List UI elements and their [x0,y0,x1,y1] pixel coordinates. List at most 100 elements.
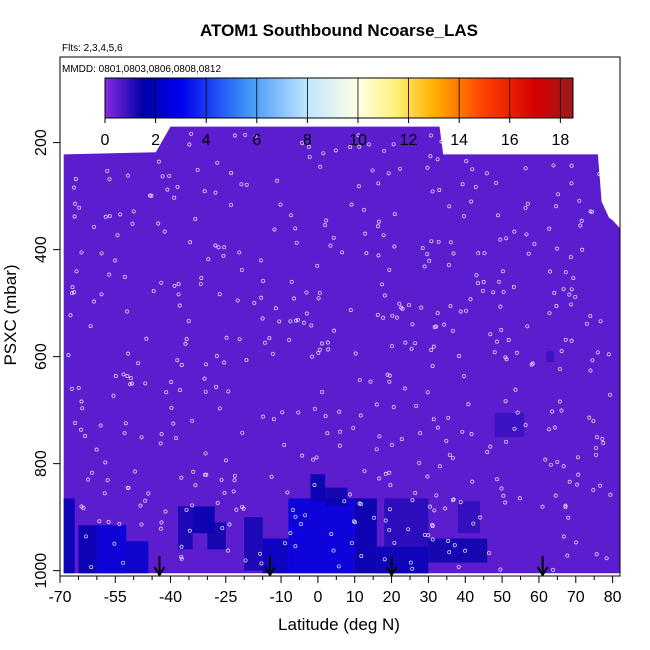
sample-point [158,526,163,531]
sample-point [217,292,222,297]
x-tick-label: -70 [48,589,71,606]
sample-point [146,491,151,496]
sample-point [214,354,219,358]
sample-point [382,148,387,153]
sample-point [219,477,224,482]
sample-point [523,423,528,428]
sample-point [444,438,449,443]
sample-point [81,506,86,510]
sample-point [501,493,506,498]
sample-point [529,362,534,367]
sample-point [299,522,303,527]
sample-point [587,415,592,420]
sample-point [287,337,292,342]
sample-point [604,556,609,561]
colorbar-tick-label: 16 [501,132,519,149]
sample-point [382,557,387,562]
sample-point [132,469,137,474]
sample-point [323,223,327,228]
sample-point [559,349,564,354]
sample-point [296,410,301,415]
chart-title: ATOM1 Southbound Ncoarse_LAS [200,21,478,40]
sample-point [597,172,602,176]
sample-point [482,251,487,256]
sample-point [410,566,415,571]
sample-point [105,168,110,173]
sample-point [462,374,466,379]
sample-point [430,524,435,529]
sample-point [261,414,265,419]
y-tick-label: 1000 [33,553,50,589]
sample-point [184,507,189,512]
sample-point [121,560,126,565]
heatmap-cell [494,412,525,437]
sample-point [600,436,605,441]
sample-point [442,322,447,327]
heatmap-cell [354,498,377,574]
axes: -70 -55 -40 -25 -10 0 10 20 30 40 50 60 70 8020040060… [33,129,622,606]
sample-point [179,544,184,549]
sample-point [555,459,560,464]
sample-point [199,276,204,280]
sample-point [72,214,77,219]
sample-point [90,470,94,475]
sample-point [309,323,314,328]
sample-point [269,474,274,479]
sample-point [553,493,558,498]
sample-point [282,442,287,447]
sample-point [294,318,298,323]
sample-point [417,460,422,465]
sample-point [608,392,613,397]
sample-point [517,496,522,501]
sample-point [559,408,564,413]
sample-point [198,281,203,286]
sample-point [543,457,548,462]
heatmap-cell [325,487,348,507]
sample-point [584,321,589,326]
sample-point [413,341,418,346]
sample-point [79,399,84,404]
sample-point [125,374,130,379]
sample-point [139,522,144,527]
sample-point [374,447,379,452]
sample-point [561,534,566,539]
sample-point [370,168,375,173]
sample-point [259,295,264,300]
sample-point [557,367,562,372]
sample-point [280,410,285,415]
sample-point [428,154,433,159]
sample-point [569,338,574,343]
sample-point [563,270,568,275]
sample-point [111,393,116,398]
sample-point [557,399,562,404]
x-tick-label: -10 [269,589,292,606]
sample-point [202,472,207,477]
sample-point [460,429,465,434]
sample-point [606,352,611,357]
sample-point [372,515,377,520]
sample-point [498,567,503,572]
sample-point [381,315,386,320]
sample-point [315,263,320,268]
sample-point [107,272,112,277]
sample-point [151,289,156,294]
sample-point [117,521,122,526]
sample-point [300,453,305,458]
sample-point [435,311,440,316]
sample-point [195,167,200,172]
colorbar-tick-label: 18 [551,132,569,149]
sample-point [159,280,164,285]
sample-point [447,204,452,209]
sample-point [224,335,229,340]
sample-point [380,282,384,287]
heatmap-cell [126,541,149,574]
sample-point [160,174,165,179]
sample-point [566,515,571,520]
sample-point [447,550,452,555]
heatmap-cell [384,498,429,547]
sample-point [451,497,456,502]
sample-point [243,132,248,137]
sample-point [162,229,167,234]
sample-point [235,298,240,303]
sample-point [184,337,189,342]
